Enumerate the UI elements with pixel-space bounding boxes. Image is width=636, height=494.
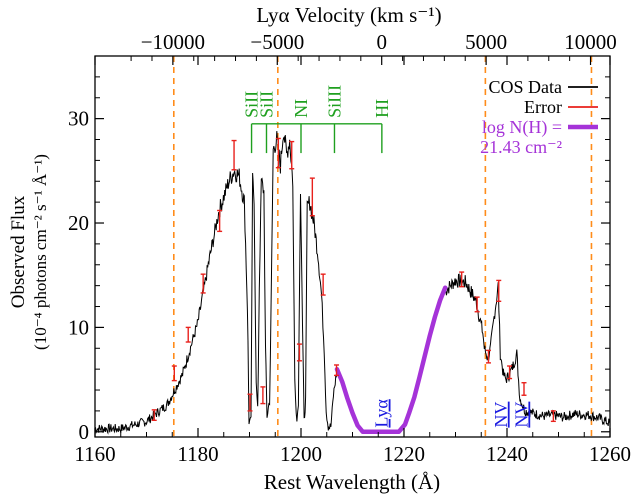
feature-label: Lyα: [372, 399, 392, 428]
model-line: [334, 285, 448, 435]
spectrum-line: [94, 131, 338, 435]
y-tick-label: 0: [79, 420, 90, 444]
y-tick-label: 20: [68, 211, 89, 235]
error-bar: [275, 137, 281, 169]
error-bar: [309, 177, 315, 217]
error-bar: [550, 410, 556, 423]
y-tick-label: 10: [68, 315, 89, 339]
error-bar: [485, 349, 491, 364]
error-bar: [521, 382, 527, 396]
top-axis-title: Lyα Velocity (km s⁻¹): [256, 3, 441, 27]
error-bar: [320, 273, 326, 296]
legend-label-model-1: log N(H) =: [482, 117, 562, 138]
error-bar: [151, 409, 157, 421]
x-tick-label: 1220: [383, 442, 425, 466]
error-bar: [474, 296, 480, 313]
error-bar: [334, 364, 340, 377]
error-bar: [171, 365, 177, 382]
line-id-label: SiIII: [324, 85, 344, 118]
y-axis-title-line1: Observed Flux: [8, 195, 29, 308]
top-tick-label: 5000: [465, 30, 507, 54]
error-bar: [185, 326, 191, 343]
top-tick-label: 0: [376, 30, 387, 54]
error-bar: [217, 209, 223, 233]
top-tick-label: −10000: [141, 30, 205, 54]
error-bar: [496, 279, 502, 303]
error-bar: [247, 393, 253, 412]
error-bar: [459, 271, 465, 288]
legend-label-data: COS Data: [489, 77, 563, 97]
top-tick-label: −5000: [250, 30, 304, 54]
line-id-label: SiII: [242, 91, 262, 118]
error-bar: [507, 365, 513, 380]
legend-label-model-2: 21.43 cm⁻²: [480, 137, 562, 157]
x-tick-label: 1200: [280, 442, 322, 466]
line-id-label: SiII: [256, 91, 276, 118]
y-axis-title-line2: (10⁻⁴ photons cm⁻² s⁻¹ Å⁻¹): [31, 154, 50, 350]
x-tick-label: 1260: [589, 442, 631, 466]
top-tick-label: 10000: [564, 30, 617, 54]
x-axis-title: Rest Wavelength (Å): [264, 470, 440, 494]
line-id-label: HI: [372, 99, 392, 118]
feature-label: NV: [511, 402, 531, 428]
spectrum-line-red-side: [444, 273, 611, 427]
line-id-label: NI: [291, 99, 311, 118]
feature-label: NV: [491, 402, 511, 428]
error-bar: [296, 343, 302, 362]
error-bar: [231, 139, 237, 171]
error-bar: [260, 386, 266, 405]
x-tick-label: 1180: [177, 442, 218, 466]
x-tick-label: 1160: [74, 442, 115, 466]
y-tick-label: 30: [68, 107, 89, 131]
error-bar: [289, 140, 295, 170]
error-bar: [200, 273, 206, 294]
x-tick-label: 1240: [486, 442, 528, 466]
legend-label-error: Error: [524, 97, 562, 117]
